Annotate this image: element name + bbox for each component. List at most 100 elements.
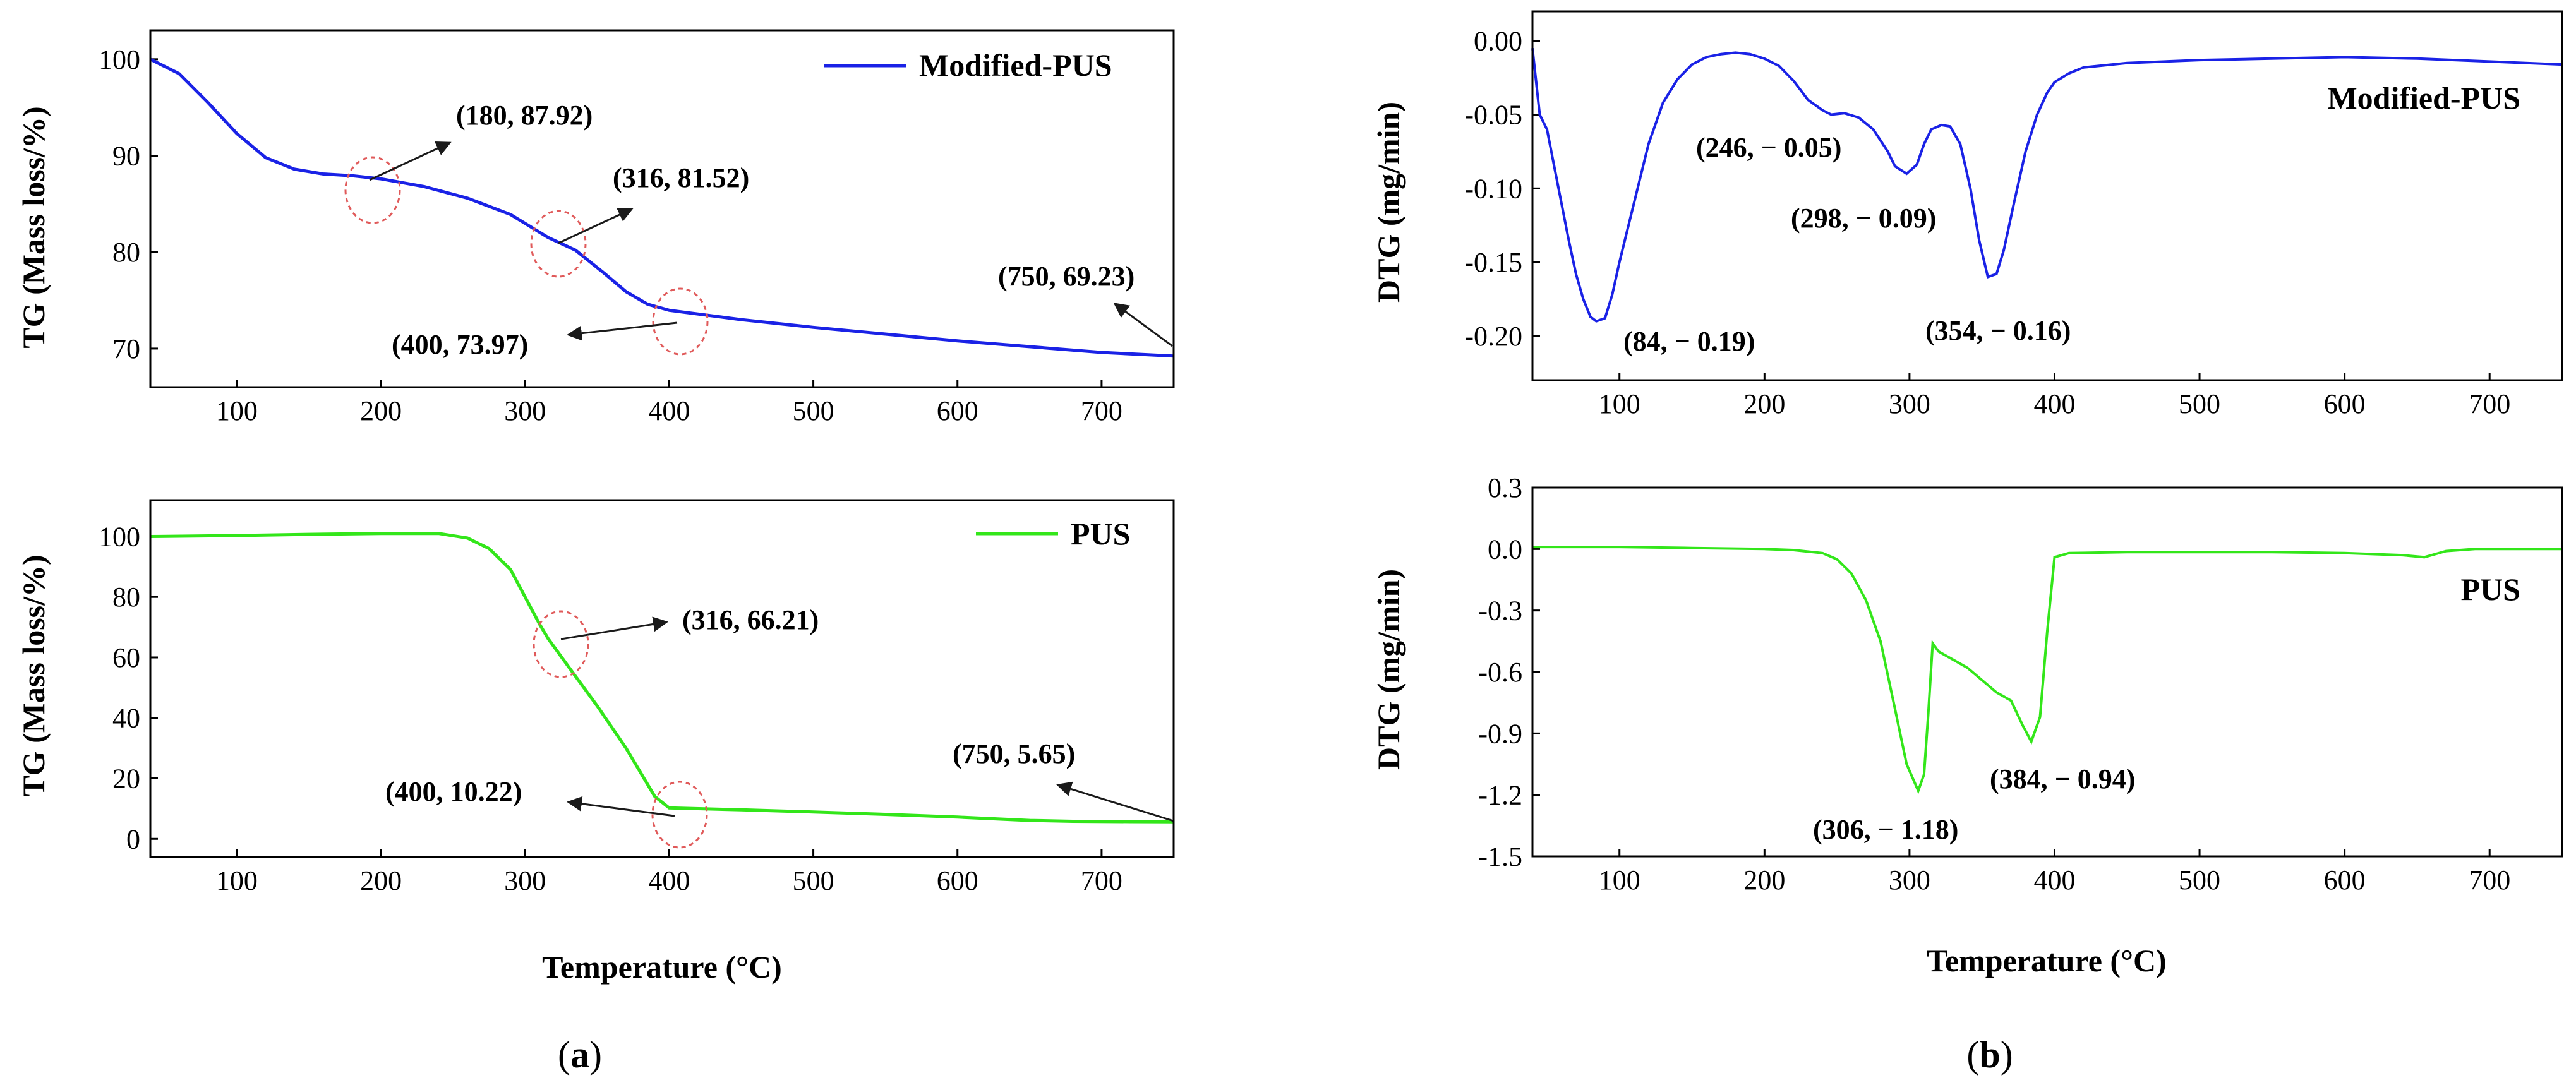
annotation-label: (750, 69.23)	[998, 261, 1135, 292]
y-axis-title: TG (Mass loss/%)	[16, 106, 51, 348]
y-tick-label: 60	[112, 642, 140, 673]
legend: PUS	[976, 516, 1130, 551]
y-tick-label: 20	[112, 764, 140, 794]
x-tick-label: 500	[793, 395, 834, 426]
annotation-label: (354, − 0.16)	[1925, 315, 2071, 346]
x-axis-title-b: Temperature (°C)	[1927, 943, 2167, 978]
axis-ticks: 100 200 300 400 500 600 700 70 80 90 100	[99, 44, 1122, 426]
x-tick-label: 700	[2469, 388, 2510, 419]
chart-dtg-modified: DTG (mg/min) 100 200 300 400 500 600 700 0.00 -0…	[1371, 10, 2563, 419]
legend: Modified-PUS	[824, 47, 1112, 83]
x-tick-label: 700	[1081, 865, 1122, 896]
chart-tg-modified: TG (Mass loss/%) 100 200 300 400 500 600 700 70…	[16, 29, 1175, 426]
x-tick-label: 100	[216, 395, 258, 426]
x-tick-label: 300	[1889, 388, 1930, 419]
x-tick-label: 200	[360, 865, 402, 896]
y-axis-title: TG (Mass loss/%)	[16, 554, 51, 796]
annotation-label: (298, − 0.09)	[1791, 203, 1936, 234]
y-tick-label: 0	[126, 824, 140, 854]
plot-line	[149, 57, 1174, 358]
annotation-circle-400	[652, 287, 709, 356]
annotation-arrow	[567, 796, 675, 817]
x-tick-label: 600	[2324, 865, 2366, 896]
x-tick-label: 400	[2033, 865, 2075, 896]
x-tick-label: 500	[2179, 388, 2220, 419]
x-tick-label: 200	[1743, 865, 1785, 896]
series-line-PUS	[1532, 546, 2562, 794]
annotation-arrow	[567, 321, 678, 341]
chart-tg-pus: TG (Mass loss/%) 100 200 300 400 500 600 700 0 2…	[16, 499, 1175, 896]
axis-ticks: 100 200 300 400 500 600 700 0.00 -0.05 -0.10 -0.15…	[1464, 26, 2510, 419]
annotation-circle	[344, 156, 709, 356]
plot-frame	[149, 29, 1175, 388]
annotation-label: (316, 81.52)	[613, 162, 749, 193]
x-tick-label: 100	[1599, 865, 1640, 896]
plot-frame	[149, 499, 1175, 858]
y-tick-label: 0.00	[1474, 26, 1522, 57]
y-tick-label: 100	[99, 44, 140, 75]
annotation-arrow	[1113, 303, 1173, 347]
chart-dtg-pus: DTG (mg/min) 100 200 300 400 500 600 700 0.3 0.0…	[1371, 472, 2563, 896]
x-tick-label: 400	[648, 865, 690, 896]
x-tick-label: 300	[1889, 865, 1930, 896]
y-tick-label: -0.6	[1478, 657, 1522, 688]
y-tick-label: 80	[112, 237, 140, 268]
x-tick-label: 300	[504, 865, 546, 896]
y-tick-label: 80	[112, 582, 140, 613]
annotation-arrow	[558, 207, 634, 244]
y-axis-title: DTG (mg/min)	[1371, 102, 1406, 303]
plot-frame	[1531, 486, 2563, 858]
x-tick-label: 500	[2179, 865, 2220, 896]
x-tick-label: 600	[937, 865, 978, 896]
y-tick-label: -0.15	[1464, 247, 1522, 278]
x-tick-label: 200	[360, 395, 402, 426]
x-tick-label: 300	[504, 395, 546, 426]
annotation-arrow	[1056, 781, 1174, 822]
annotation-label: (750, 5.65)	[953, 738, 1075, 769]
y-tick-label: -0.20	[1464, 321, 1522, 352]
annotation-label: (246, − 0.05)	[1696, 132, 1841, 163]
annotation-circle-316	[530, 210, 587, 278]
plot-line	[1532, 546, 2562, 794]
x-tick-label: 500	[793, 865, 834, 896]
y-tick-label: 0.0	[1488, 534, 1522, 565]
x-tick-label: 700	[1081, 395, 1122, 426]
panel-label-b: (b)	[1966, 1034, 2013, 1076]
x-tick-label: 100	[1599, 388, 1640, 419]
series-line-PUS	[150, 532, 1174, 824]
y-tick-label: -0.10	[1464, 173, 1522, 204]
y-tick-label: 70	[112, 333, 140, 364]
annotation-circle-316	[533, 610, 589, 678]
annotation-arrow	[369, 141, 452, 181]
y-tick-label: -0.05	[1464, 100, 1522, 131]
plot-frame	[1531, 10, 2563, 381]
legend-label: Modified-PUS	[919, 47, 1112, 83]
plot-line	[150, 532, 1174, 824]
x-tick-label: 400	[2033, 388, 2075, 419]
annotation-label: (180, 87.92)	[456, 100, 593, 131]
legend-label: Modified-PUS	[2327, 80, 2520, 116]
y-tick-label: -0.3	[1478, 596, 1522, 626]
annotation-label: (384, − 0.94)	[1990, 764, 2135, 794]
annotation-label: (400, 10.22)	[385, 776, 522, 807]
x-tick-label: 200	[1743, 388, 1785, 419]
annotation-circle-400	[651, 781, 708, 849]
annotation-label: (316, 66.21)	[682, 604, 819, 635]
annotation-circle	[533, 610, 708, 849]
y-tick-label: 100	[99, 521, 140, 552]
annotation-label: (84, − 0.19)	[1623, 326, 1755, 357]
series-line-Modified-PUS	[1531, 48, 2563, 323]
plot-line	[1531, 48, 2563, 323]
axis-ticks: 100 200 300 400 500 600 700 0.3 0.0 -0.3 -0.6 -0.9 -…	[1478, 472, 2510, 896]
annotation-label: (400, 73.97)	[392, 329, 528, 360]
series-line-Modified-PUS	[149, 57, 1174, 358]
legend-label: PUS	[2461, 572, 2520, 607]
y-tick-label: 40	[112, 703, 140, 734]
panel-label-a: (a)	[558, 1034, 602, 1076]
annotation-circle-180	[344, 156, 401, 224]
annotation-arrows	[560, 616, 1174, 822]
x-tick-label: 400	[648, 395, 690, 426]
y-axis-title: DTG (mg/min)	[1371, 569, 1406, 770]
y-tick-label: -1.5	[1478, 841, 1522, 872]
